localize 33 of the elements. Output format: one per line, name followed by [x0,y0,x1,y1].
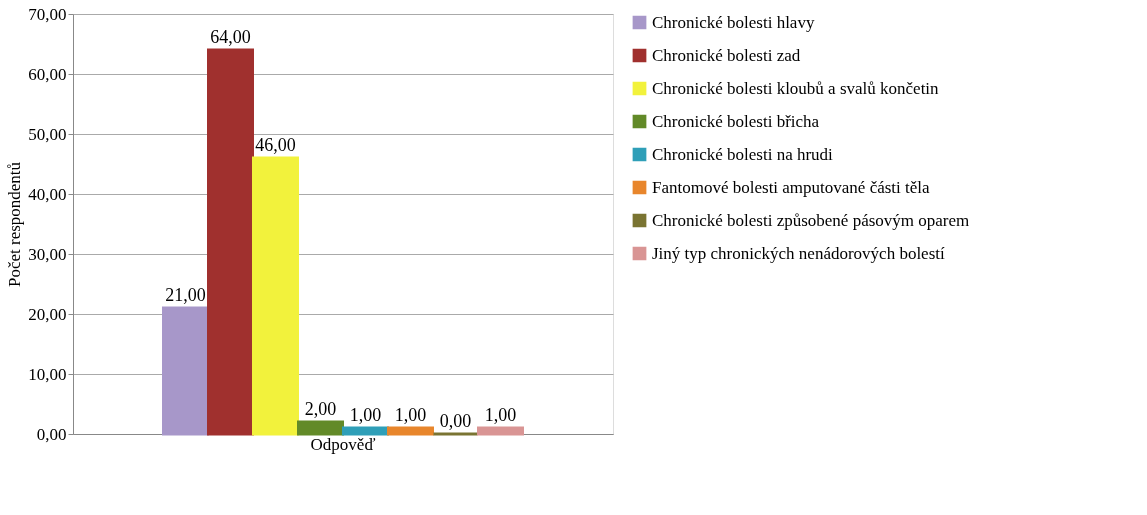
data-label: 1,00 [349,405,382,425]
legend-label: Chronické bolesti způsobené pásovým oparem [652,210,970,230]
data-label: 64,00 [210,27,251,47]
y-tick-label: 20,00 [28,304,67,324]
bar [342,426,389,436]
bar [162,306,209,436]
y-tick-label: 40,00 [28,184,67,204]
y-tick-label: 0,00 [36,424,67,444]
x-tick-label: Odpověď [310,434,376,454]
y-tick-label: 50,00 [28,124,67,144]
y-axis-title: Počet respondentů [5,161,25,288]
data-label: 46,00 [255,135,296,155]
bar [297,420,344,436]
bar [207,48,254,436]
y-tick-label: 30,00 [28,244,67,264]
legend-label: Fantomové bolesti amputované části těla [652,177,931,197]
data-label: 2,00 [304,399,337,419]
y-tick-label: 70,00 [28,4,67,24]
legend-label: Chronické bolesti hlavy [652,12,815,32]
bar [252,156,299,436]
bar [387,426,434,436]
legend-label: Chronické bolesti kloubů a svalů končetin [652,78,940,98]
data-label: 21,00 [165,285,206,305]
legend-label: Chronické bolesti zad [652,45,801,65]
data-label: 1,00 [394,405,427,425]
bar [477,426,524,436]
data-label: 0,00 [439,411,472,431]
legend-label: Jiný typ chronických nenádorových bolestí [652,243,945,263]
y-tick-label: 60,00 [28,64,67,84]
legend-label: Chronické bolesti na hrudi [652,144,834,164]
data-label: 1,00 [484,405,517,425]
y-tick-label: 10,00 [28,364,67,384]
legend-label: Chronické bolesti břicha [652,111,820,131]
